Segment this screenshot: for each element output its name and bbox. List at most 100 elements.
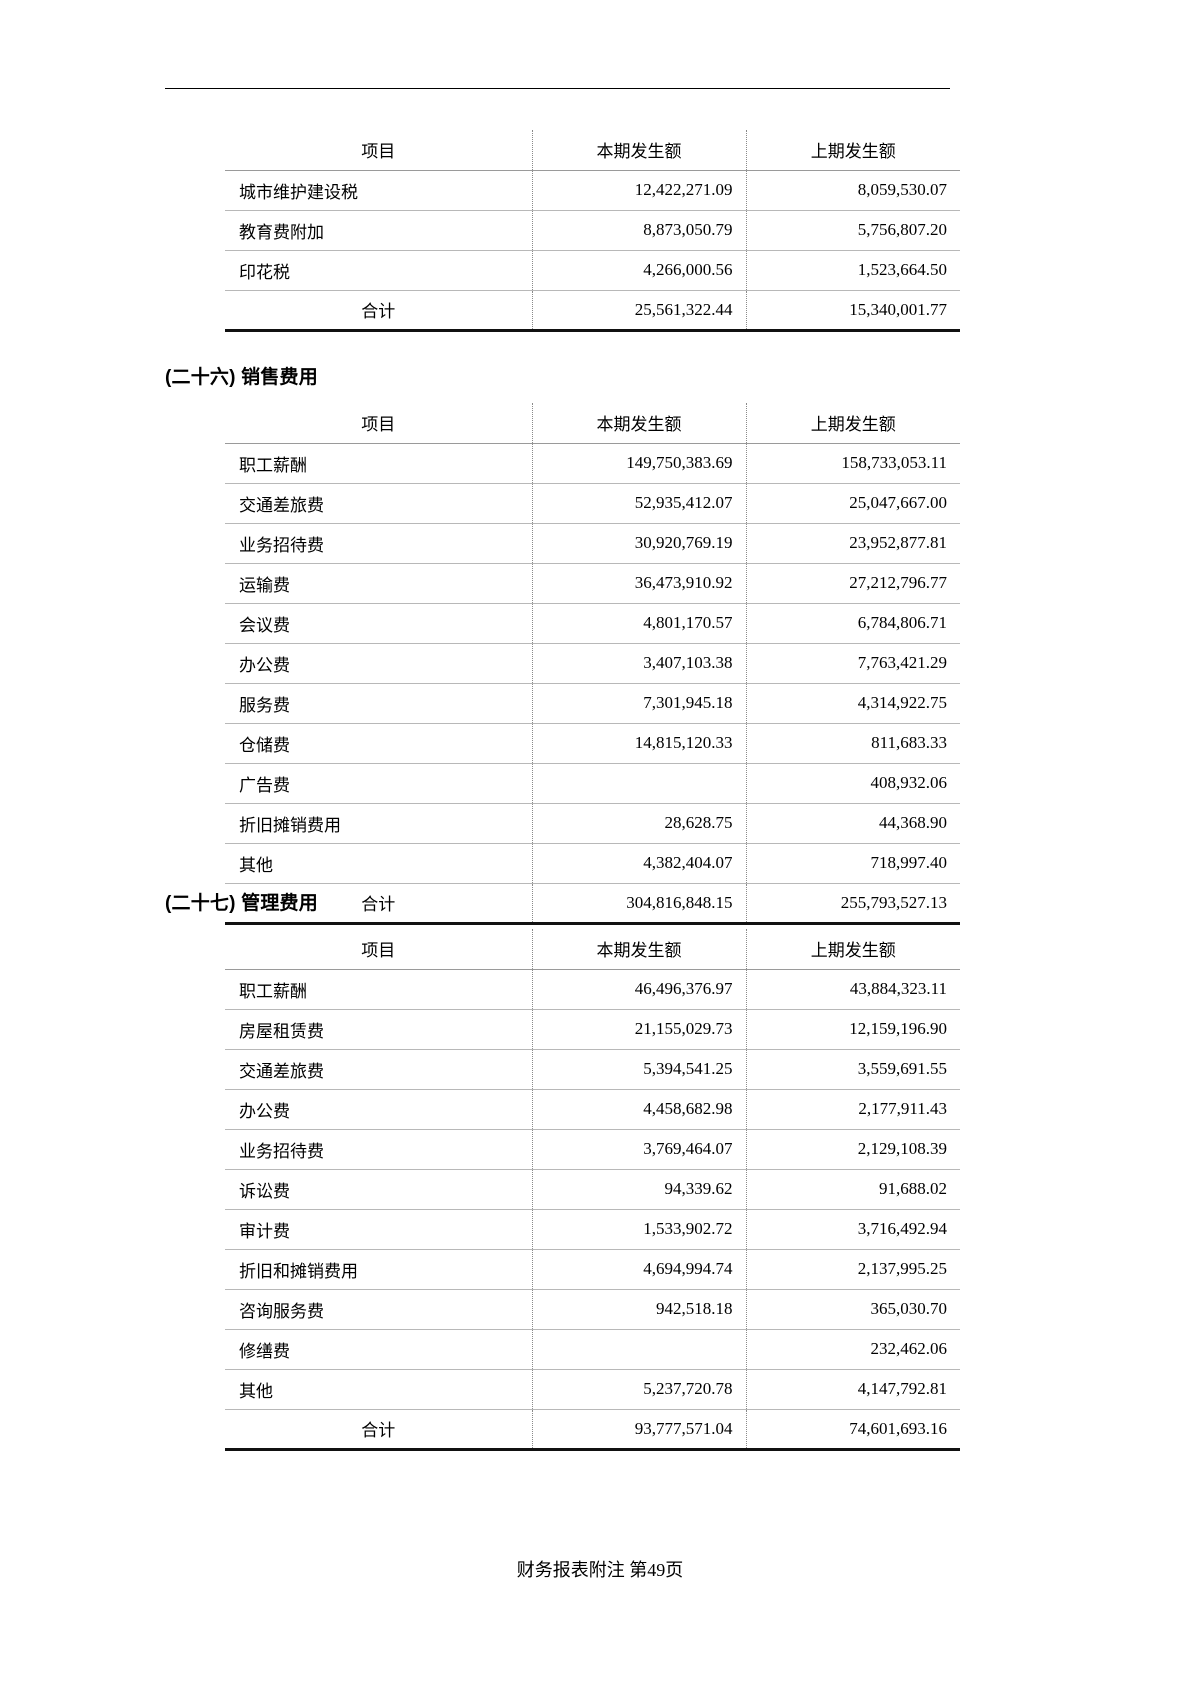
table-row: 职工薪酬 46,496,376.97 43,884,323.11: [225, 969, 960, 1010]
total-prior-value: 74,601,693.16: [745, 1408, 960, 1451]
row-prior-value: 158,733,053.11: [745, 443, 960, 484]
row-item-label: 服务费: [225, 683, 532, 724]
row-current-value: 3,769,464.07: [531, 1129, 746, 1170]
table-row: 修缮费 232,462.06: [225, 1329, 960, 1370]
row-item-label: 城市维护建设税: [225, 170, 532, 211]
taxes-surcharges-tbody: 项目 本期发生额 上期发生额 城市维护建设税 12,422,271.09 8,0…: [225, 130, 960, 332]
row-prior-value: 4,314,922.75: [745, 683, 960, 724]
row-item-label: 审计费: [225, 1209, 532, 1250]
table-row: 职工薪酬 149,750,383.69 158,733,053.11: [225, 443, 960, 484]
page-footer-text: 财务报表附注 第49页: [516, 1560, 684, 1580]
row-item-label: 折旧摊销费用: [225, 803, 532, 844]
table-row: 办公费 4,458,682.98 2,177,911.43: [225, 1089, 960, 1130]
table-row: 交通差旅费 5,394,541.25 3,559,691.55: [225, 1049, 960, 1090]
table-total-row: 合计 304,816,848.15 255,793,527.13: [225, 882, 960, 925]
table-row: 咨询服务费 942,518.18 365,030.70: [225, 1289, 960, 1330]
page-footer: 财务报表附注 第49页: [0, 1556, 1200, 1582]
row-current-value: 52,935,412.07: [531, 483, 746, 524]
column-header-item: 项目: [225, 403, 532, 444]
column-header-current-period: 本期发生额: [531, 130, 746, 171]
table-row: 其他 5,237,720.78 4,147,792.81: [225, 1369, 960, 1410]
row-prior-value: 3,559,691.55: [745, 1049, 960, 1090]
section-selling-expenses: (二十六) 销售费用 项目 本期发生额 上期发生额 职工薪酬 149,750,3…: [165, 362, 965, 925]
row-prior-value: 408,932.06: [745, 763, 960, 804]
selling-expenses-table: 项目 本期发生额 上期发生额 职工薪酬 149,750,383.69 158,7…: [225, 403, 960, 925]
row-current-value: 14,815,120.33: [531, 723, 746, 764]
table-row: 业务招待费 3,769,464.07 2,129,108.39: [225, 1129, 960, 1170]
table-row: 其他 4,382,404.07 718,997.40: [225, 843, 960, 884]
table-row: 诉讼费 94,339.62 91,688.02: [225, 1169, 960, 1210]
row-prior-value: 27,212,796.77: [745, 563, 960, 604]
table-header-row: 项目 本期发生额 上期发生额: [225, 130, 960, 171]
column-header-prior-period: 上期发生额: [745, 130, 960, 171]
column-header-item: 项目: [225, 929, 532, 970]
row-item-label: 运输费: [225, 563, 532, 604]
total-prior-value: 255,793,527.13: [745, 882, 960, 925]
total-current-value: 304,816,848.15: [531, 882, 746, 925]
row-prior-value: 6,784,806.71: [745, 603, 960, 644]
row-current-value: 30,920,769.19: [531, 523, 746, 564]
total-current-value: 93,777,571.04: [531, 1408, 746, 1451]
row-item-label: 办公费: [225, 1089, 532, 1130]
row-item-label: 广告费: [225, 763, 532, 804]
table-row: 折旧摊销费用 28,628.75 44,368.90: [225, 803, 960, 844]
total-label: 合计: [225, 289, 532, 332]
column-header-prior-period: 上期发生额: [745, 403, 960, 444]
row-current-value: 8,873,050.79: [531, 210, 746, 251]
row-prior-value: 2,129,108.39: [745, 1129, 960, 1170]
row-item-label: 印花税: [225, 250, 532, 291]
row-current-value: 5,237,720.78: [531, 1369, 746, 1410]
section-heading-administrative-expenses: (二十七) 管理费用: [165, 893, 318, 914]
section-taxes-surcharges: 项目 本期发生额 上期发生额 城市维护建设税 12,422,271.09 8,0…: [165, 130, 965, 332]
column-header-current-period: 本期发生额: [531, 403, 746, 444]
row-prior-value: 1,523,664.50: [745, 250, 960, 291]
row-current-value: 149,750,383.69: [531, 443, 746, 484]
row-prior-value: 232,462.06: [745, 1329, 960, 1370]
row-prior-value: 25,047,667.00: [745, 483, 960, 524]
row-current-value: 5,394,541.25: [531, 1049, 746, 1090]
section-heading-selling-expenses: (二十六) 销售费用: [165, 367, 318, 388]
row-current-value: 7,301,945.18: [531, 683, 746, 724]
administrative-expenses-table: 项目 本期发生额 上期发生额 职工薪酬 46,496,376.97 43,884…: [225, 929, 960, 1451]
row-current-value: 4,458,682.98: [531, 1089, 746, 1130]
total-label: 合计: [225, 882, 532, 925]
row-prior-value: 23,952,877.81: [745, 523, 960, 564]
row-prior-value: 5,756,807.20: [745, 210, 960, 251]
table-total-row: 合计 25,561,322.44 15,340,001.77: [225, 289, 960, 332]
row-prior-value: 811,683.33: [745, 723, 960, 764]
row-current-value: [531, 763, 746, 804]
table-row: 运输费 36,473,910.92 27,212,796.77: [225, 563, 960, 604]
row-current-value: 12,422,271.09: [531, 170, 746, 211]
row-item-label: 业务招待费: [225, 1129, 532, 1170]
row-prior-value: 2,137,995.25: [745, 1249, 960, 1290]
table-row: 业务招待费 30,920,769.19 23,952,877.81: [225, 523, 960, 564]
row-item-label: 办公费: [225, 643, 532, 684]
row-prior-value: 7,763,421.29: [745, 643, 960, 684]
table-row: 服务费 7,301,945.18 4,314,922.75: [225, 683, 960, 724]
row-item-label: 仓储费: [225, 723, 532, 764]
row-current-value: 1,533,902.72: [531, 1209, 746, 1250]
row-prior-value: 44,368.90: [745, 803, 960, 844]
row-item-label: 其他: [225, 1369, 532, 1410]
total-label: 合计: [225, 1408, 532, 1451]
row-item-label: 交通差旅费: [225, 483, 532, 524]
row-prior-value: 718,997.40: [745, 843, 960, 884]
table-row: 会议费 4,801,170.57 6,784,806.71: [225, 603, 960, 644]
row-current-value: 21,155,029.73: [531, 1009, 746, 1050]
taxes-surcharges-table: 项目 本期发生额 上期发生额 城市维护建设税 12,422,271.09 8,0…: [225, 130, 960, 332]
row-item-label: 业务招待费: [225, 523, 532, 564]
row-prior-value: 365,030.70: [745, 1289, 960, 1330]
table-header-row: 项目 本期发生额 上期发生额: [225, 403, 960, 444]
table-row: 教育费附加 8,873,050.79 5,756,807.20: [225, 210, 960, 251]
row-current-value: [531, 1329, 746, 1370]
row-current-value: 4,382,404.07: [531, 843, 746, 884]
row-prior-value: 12,159,196.90: [745, 1009, 960, 1050]
row-prior-value: 8,059,530.07: [745, 170, 960, 211]
row-current-value: 36,473,910.92: [531, 563, 746, 604]
row-item-label: 其他: [225, 843, 532, 884]
row-item-label: 折旧和摊销费用: [225, 1249, 532, 1290]
table-row: 审计费 1,533,902.72 3,716,492.94: [225, 1209, 960, 1250]
row-item-label: 职工薪酬: [225, 443, 532, 484]
header-divider-rule: [165, 88, 950, 89]
row-prior-value: 2,177,911.43: [745, 1089, 960, 1130]
